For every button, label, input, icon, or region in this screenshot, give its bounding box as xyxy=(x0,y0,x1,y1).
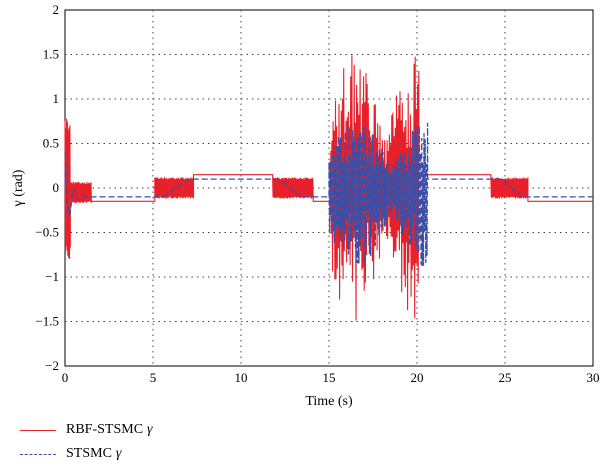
y-tick-label: 0 xyxy=(53,180,60,195)
series-layer xyxy=(64,55,593,321)
legend-symbol-stsmc: γ xyxy=(115,446,122,461)
y-tick-label: −0.5 xyxy=(35,225,59,240)
x-tick-label: 25 xyxy=(499,370,512,385)
chart: 0 5 10 15 20 25 30 −2 −1.5 −1 −0.5 0 0.5 1 1.5 2 Time (… xyxy=(11,2,600,409)
legend-symbol-rbf-stsmc: γ xyxy=(147,422,153,437)
x-tick-label: 20 xyxy=(411,370,424,385)
x-tick-label: 0 xyxy=(62,370,69,385)
legend-label-rbf-stsmc: RBF-STSMC xyxy=(66,422,144,437)
y-tick-label: 1.5 xyxy=(43,47,59,62)
x-tick-label: 15 xyxy=(323,370,336,385)
legend-label-stsmc: STSMC xyxy=(66,446,112,461)
legend-entry-rbf-stsmc: RBF-STSMC γ xyxy=(20,418,153,442)
x-tick-label: 5 xyxy=(150,370,157,385)
legend: RBF-STSMC γ STSMC γ xyxy=(20,418,153,466)
series-line-rbf-stsmc xyxy=(64,55,593,321)
legend-swatch-rbf-stsmc xyxy=(20,429,56,431)
x-tick-label: 30 xyxy=(587,370,600,385)
y-tick-label: −1 xyxy=(45,269,59,284)
y-tick-label: 0.5 xyxy=(43,136,59,151)
y-tick-label: −1.5 xyxy=(35,314,59,329)
series-line-stsmc xyxy=(64,122,593,267)
grid xyxy=(65,10,593,366)
y-axis-label: γ (rad) xyxy=(11,169,26,207)
y-tick-label: 1 xyxy=(53,91,60,106)
tick-labels: 0 5 10 15 20 25 30 −2 −1.5 −1 −0.5 0 0.5 1 1.5 2 xyxy=(35,2,599,385)
y-tick-label: 2 xyxy=(53,2,60,17)
legend-swatch-stsmc xyxy=(20,453,56,455)
x-tick-label: 10 xyxy=(235,370,248,385)
x-axis-label: Time (s) xyxy=(305,394,353,409)
legend-entry-stsmc: STSMC γ xyxy=(20,442,153,466)
y-tick-label: −2 xyxy=(45,358,59,373)
